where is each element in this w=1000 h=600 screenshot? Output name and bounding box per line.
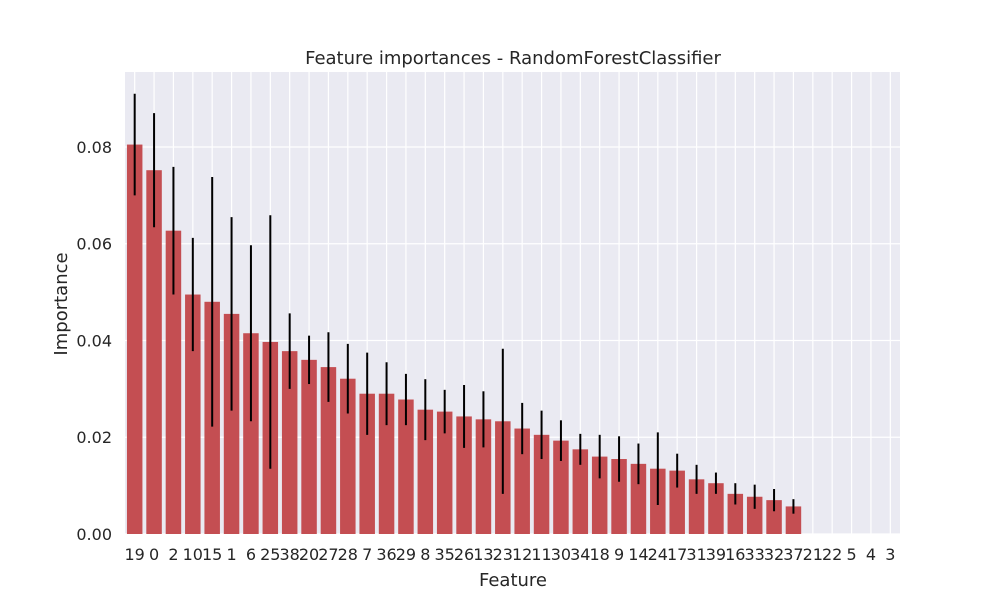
- bar-feature-19: [126, 144, 143, 535]
- bar-feature-0: [146, 170, 162, 534]
- bar-feature-29: [398, 399, 414, 534]
- bar-feature-32: [766, 500, 782, 534]
- x-tick-label: 32: [764, 545, 784, 564]
- bar-feature-37: [785, 506, 802, 534]
- x-tick-label: 8: [420, 545, 430, 564]
- x-tick-label: 33: [745, 545, 765, 564]
- x-tick-label: 26: [454, 545, 474, 564]
- x-tick-label: 27: [318, 545, 338, 564]
- x-tick-label: 19: [125, 545, 145, 564]
- bar-feature-12: [514, 428, 530, 534]
- y-tick-label: 0.04: [76, 331, 112, 350]
- x-tick-label: 4: [866, 545, 876, 564]
- bar-feature-7: [359, 393, 375, 534]
- x-tick-label: 25: [260, 545, 280, 564]
- x-tick-label: 1: [226, 545, 236, 564]
- x-axis-label: Feature: [479, 570, 547, 591]
- bar-feature-9: [611, 459, 627, 534]
- x-tick-labels: 19 0 2 10 15 1 6 25 38 20 27 28 7 36 29 8 35 26 13 23 12 11 30…: [125, 545, 896, 564]
- x-tick-label: 23: [493, 545, 513, 564]
- x-tick-label: 5: [846, 545, 856, 564]
- bar-feature-38: [281, 351, 298, 534]
- x-tick-label: 34: [570, 545, 590, 564]
- x-tick-label: 15: [202, 545, 222, 564]
- x-tick-label: 6: [246, 545, 256, 564]
- x-tick-label: 11: [531, 545, 551, 564]
- bar-feature-33: [746, 496, 763, 534]
- bar-feature-10: [185, 294, 201, 534]
- x-tick-label: 14: [628, 545, 648, 564]
- x-tick-label: 21: [803, 545, 823, 564]
- x-tick-label: 10: [183, 545, 203, 564]
- bar-feature-16: [727, 493, 744, 534]
- bar-feature-8: [417, 409, 434, 534]
- y-tick-label: 0.06: [76, 235, 112, 254]
- x-tick-label: 16: [725, 545, 745, 564]
- y-tick-label: 0.08: [76, 138, 112, 157]
- x-tick-label: 0: [149, 545, 159, 564]
- bar-feature-26: [456, 416, 472, 534]
- x-tick-label: 29: [396, 545, 416, 564]
- bar-feature-11: [533, 434, 550, 534]
- bar-feature-30: [553, 440, 569, 534]
- bar-feature-14: [630, 463, 647, 534]
- x-tick-label: 17: [667, 545, 687, 564]
- bars-group: [126, 144, 802, 535]
- x-tick-label: 24: [648, 545, 668, 564]
- bar-feature-20: [301, 359, 317, 534]
- x-tick-label: 38: [280, 545, 300, 564]
- x-tick-label: 13: [473, 545, 493, 564]
- x-tick-label: 37: [783, 545, 803, 564]
- x-tick-label: 31: [686, 545, 706, 564]
- bar-feature-2: [165, 230, 182, 534]
- error-bars-group: [133, 93, 795, 514]
- y-axis-label: Importance: [51, 252, 72, 355]
- bar-feature-17: [669, 470, 685, 534]
- x-tick-label: 7: [362, 545, 372, 564]
- y-tick-labels: 0.00 0.02 0.04 0.06 0.08: [76, 138, 112, 544]
- chart-title: Feature importances - RandomForestClassi…: [305, 48, 721, 69]
- bar-feature-35: [436, 411, 453, 534]
- x-tick-label: 22: [822, 545, 842, 564]
- y-tick-label: 0.02: [76, 428, 112, 447]
- x-tick-label: 30: [551, 545, 571, 564]
- x-tick-label: 2: [168, 545, 178, 564]
- x-tick-label: 12: [512, 545, 532, 564]
- y-tick-label: 0.00: [76, 525, 112, 544]
- x-tick-label: 9: [614, 545, 624, 564]
- x-tick-label: 20: [299, 545, 319, 564]
- plot-area: [125, 72, 900, 534]
- bar-feature-1: [223, 313, 240, 534]
- bar-feature-31: [688, 479, 705, 534]
- bar-feature-36: [378, 393, 395, 534]
- bar-feature-34: [572, 449, 589, 534]
- x-tick-label: 3: [885, 545, 895, 564]
- bar-feature-13: [475, 419, 492, 534]
- x-tick-label: 39: [706, 545, 726, 564]
- bar-feature-6: [243, 333, 259, 534]
- bar-feature-27: [320, 367, 337, 534]
- x-tick-label: 18: [590, 545, 610, 564]
- bar-feature-39: [708, 483, 724, 534]
- x-tick-label: 35: [435, 545, 455, 564]
- bar-feature-28: [340, 378, 356, 534]
- bar-feature-18: [591, 456, 608, 534]
- x-tick-label: 36: [376, 545, 396, 564]
- x-tick-label: 28: [338, 545, 358, 564]
